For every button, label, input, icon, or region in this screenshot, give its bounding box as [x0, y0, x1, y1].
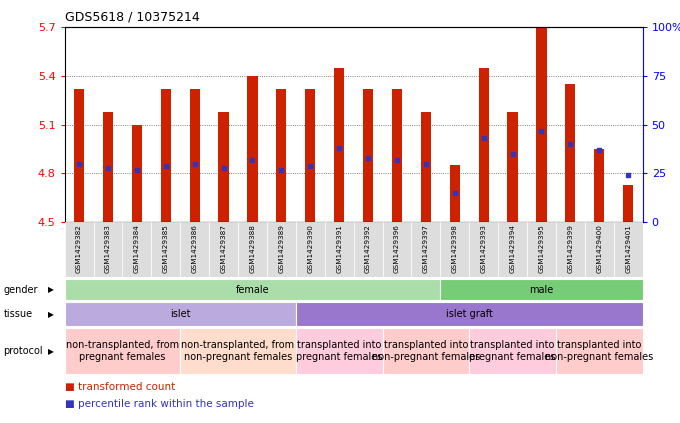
Text: GSM1429393: GSM1429393 [481, 224, 487, 272]
Text: GSM1429395: GSM1429395 [539, 224, 545, 272]
Text: GDS5618 / 10375214: GDS5618 / 10375214 [65, 11, 199, 24]
Bar [334, 68, 344, 222]
FancyBboxPatch shape [238, 222, 267, 277]
Text: ■ percentile rank within the sample: ■ percentile rank within the sample [65, 399, 254, 409]
FancyBboxPatch shape [65, 279, 441, 300]
FancyBboxPatch shape [180, 328, 296, 374]
Bar [421, 112, 431, 222]
Bar [623, 185, 633, 222]
Bar [276, 89, 286, 222]
Text: islet: islet [170, 309, 190, 319]
Text: transplanted into
non-pregnant females: transplanted into non-pregnant females [545, 340, 653, 362]
Text: GSM1429383: GSM1429383 [105, 224, 111, 272]
FancyBboxPatch shape [527, 222, 556, 277]
FancyBboxPatch shape [180, 222, 209, 277]
Text: GSM1429394: GSM1429394 [509, 224, 515, 272]
Bar [479, 68, 489, 222]
FancyBboxPatch shape [411, 222, 441, 277]
FancyBboxPatch shape [325, 222, 354, 277]
Text: islet graft: islet graft [446, 309, 492, 319]
Text: ▶: ▶ [48, 285, 54, 294]
Bar [132, 125, 142, 222]
Bar [305, 89, 316, 222]
Text: ▶: ▶ [48, 310, 54, 319]
FancyBboxPatch shape [556, 222, 585, 277]
Bar [565, 84, 575, 222]
Text: GSM1429385: GSM1429385 [163, 224, 169, 272]
FancyBboxPatch shape [65, 328, 180, 374]
FancyBboxPatch shape [382, 328, 469, 374]
Text: GSM1429398: GSM1429398 [452, 224, 458, 272]
Text: female: female [236, 285, 269, 295]
Text: protocol: protocol [3, 346, 43, 356]
Bar [103, 112, 113, 222]
Bar [190, 89, 200, 222]
Text: transplanted into
pregnant females: transplanted into pregnant females [296, 340, 382, 362]
Text: GSM1429384: GSM1429384 [134, 224, 140, 272]
Bar [507, 112, 517, 222]
FancyBboxPatch shape [441, 279, 643, 300]
Text: GSM1429389: GSM1429389 [278, 224, 284, 272]
Text: GSM1429396: GSM1429396 [394, 224, 400, 272]
FancyBboxPatch shape [383, 222, 411, 277]
FancyBboxPatch shape [585, 222, 614, 277]
FancyBboxPatch shape [65, 222, 94, 277]
Bar [218, 112, 228, 222]
FancyBboxPatch shape [122, 222, 151, 277]
FancyBboxPatch shape [65, 302, 296, 326]
FancyBboxPatch shape [614, 222, 643, 277]
Text: GSM1429382: GSM1429382 [76, 224, 82, 272]
FancyBboxPatch shape [296, 328, 382, 374]
Text: GSM1429399: GSM1429399 [567, 224, 573, 272]
Text: GSM1429386: GSM1429386 [192, 224, 198, 272]
FancyBboxPatch shape [94, 222, 122, 277]
Bar [449, 165, 460, 222]
Text: GSM1429387: GSM1429387 [220, 224, 226, 272]
Bar [537, 27, 547, 222]
FancyBboxPatch shape [556, 328, 643, 374]
Bar [160, 89, 171, 222]
Text: tissue: tissue [3, 309, 33, 319]
Text: GSM1429388: GSM1429388 [250, 224, 256, 272]
FancyBboxPatch shape [267, 222, 296, 277]
Bar [363, 89, 373, 222]
FancyBboxPatch shape [354, 222, 383, 277]
Text: ■ transformed count: ■ transformed count [65, 382, 175, 392]
Text: GSM1429392: GSM1429392 [365, 224, 371, 272]
Text: gender: gender [3, 285, 38, 295]
Text: GSM1429390: GSM1429390 [307, 224, 313, 272]
FancyBboxPatch shape [296, 222, 325, 277]
Text: male: male [529, 285, 554, 295]
Text: non-transplanted, from
non-pregnant females: non-transplanted, from non-pregnant fema… [182, 340, 294, 362]
Text: GSM1429400: GSM1429400 [596, 224, 602, 272]
Text: transplanted into
pregnant females: transplanted into pregnant females [469, 340, 556, 362]
FancyBboxPatch shape [469, 328, 556, 374]
Text: transplanted into
non-pregnant females: transplanted into non-pregnant females [372, 340, 480, 362]
Bar [594, 149, 605, 222]
Text: GSM1429397: GSM1429397 [423, 224, 429, 272]
Bar [248, 76, 258, 222]
FancyBboxPatch shape [498, 222, 527, 277]
Text: ▶: ▶ [48, 346, 54, 356]
Bar [74, 89, 84, 222]
Bar [392, 89, 402, 222]
FancyBboxPatch shape [469, 222, 498, 277]
FancyBboxPatch shape [151, 222, 180, 277]
Text: non-transplanted, from
pregnant females: non-transplanted, from pregnant females [66, 340, 179, 362]
FancyBboxPatch shape [441, 222, 469, 277]
Text: GSM1429401: GSM1429401 [625, 224, 631, 272]
FancyBboxPatch shape [296, 302, 643, 326]
Text: GSM1429391: GSM1429391 [336, 224, 342, 272]
FancyBboxPatch shape [209, 222, 238, 277]
